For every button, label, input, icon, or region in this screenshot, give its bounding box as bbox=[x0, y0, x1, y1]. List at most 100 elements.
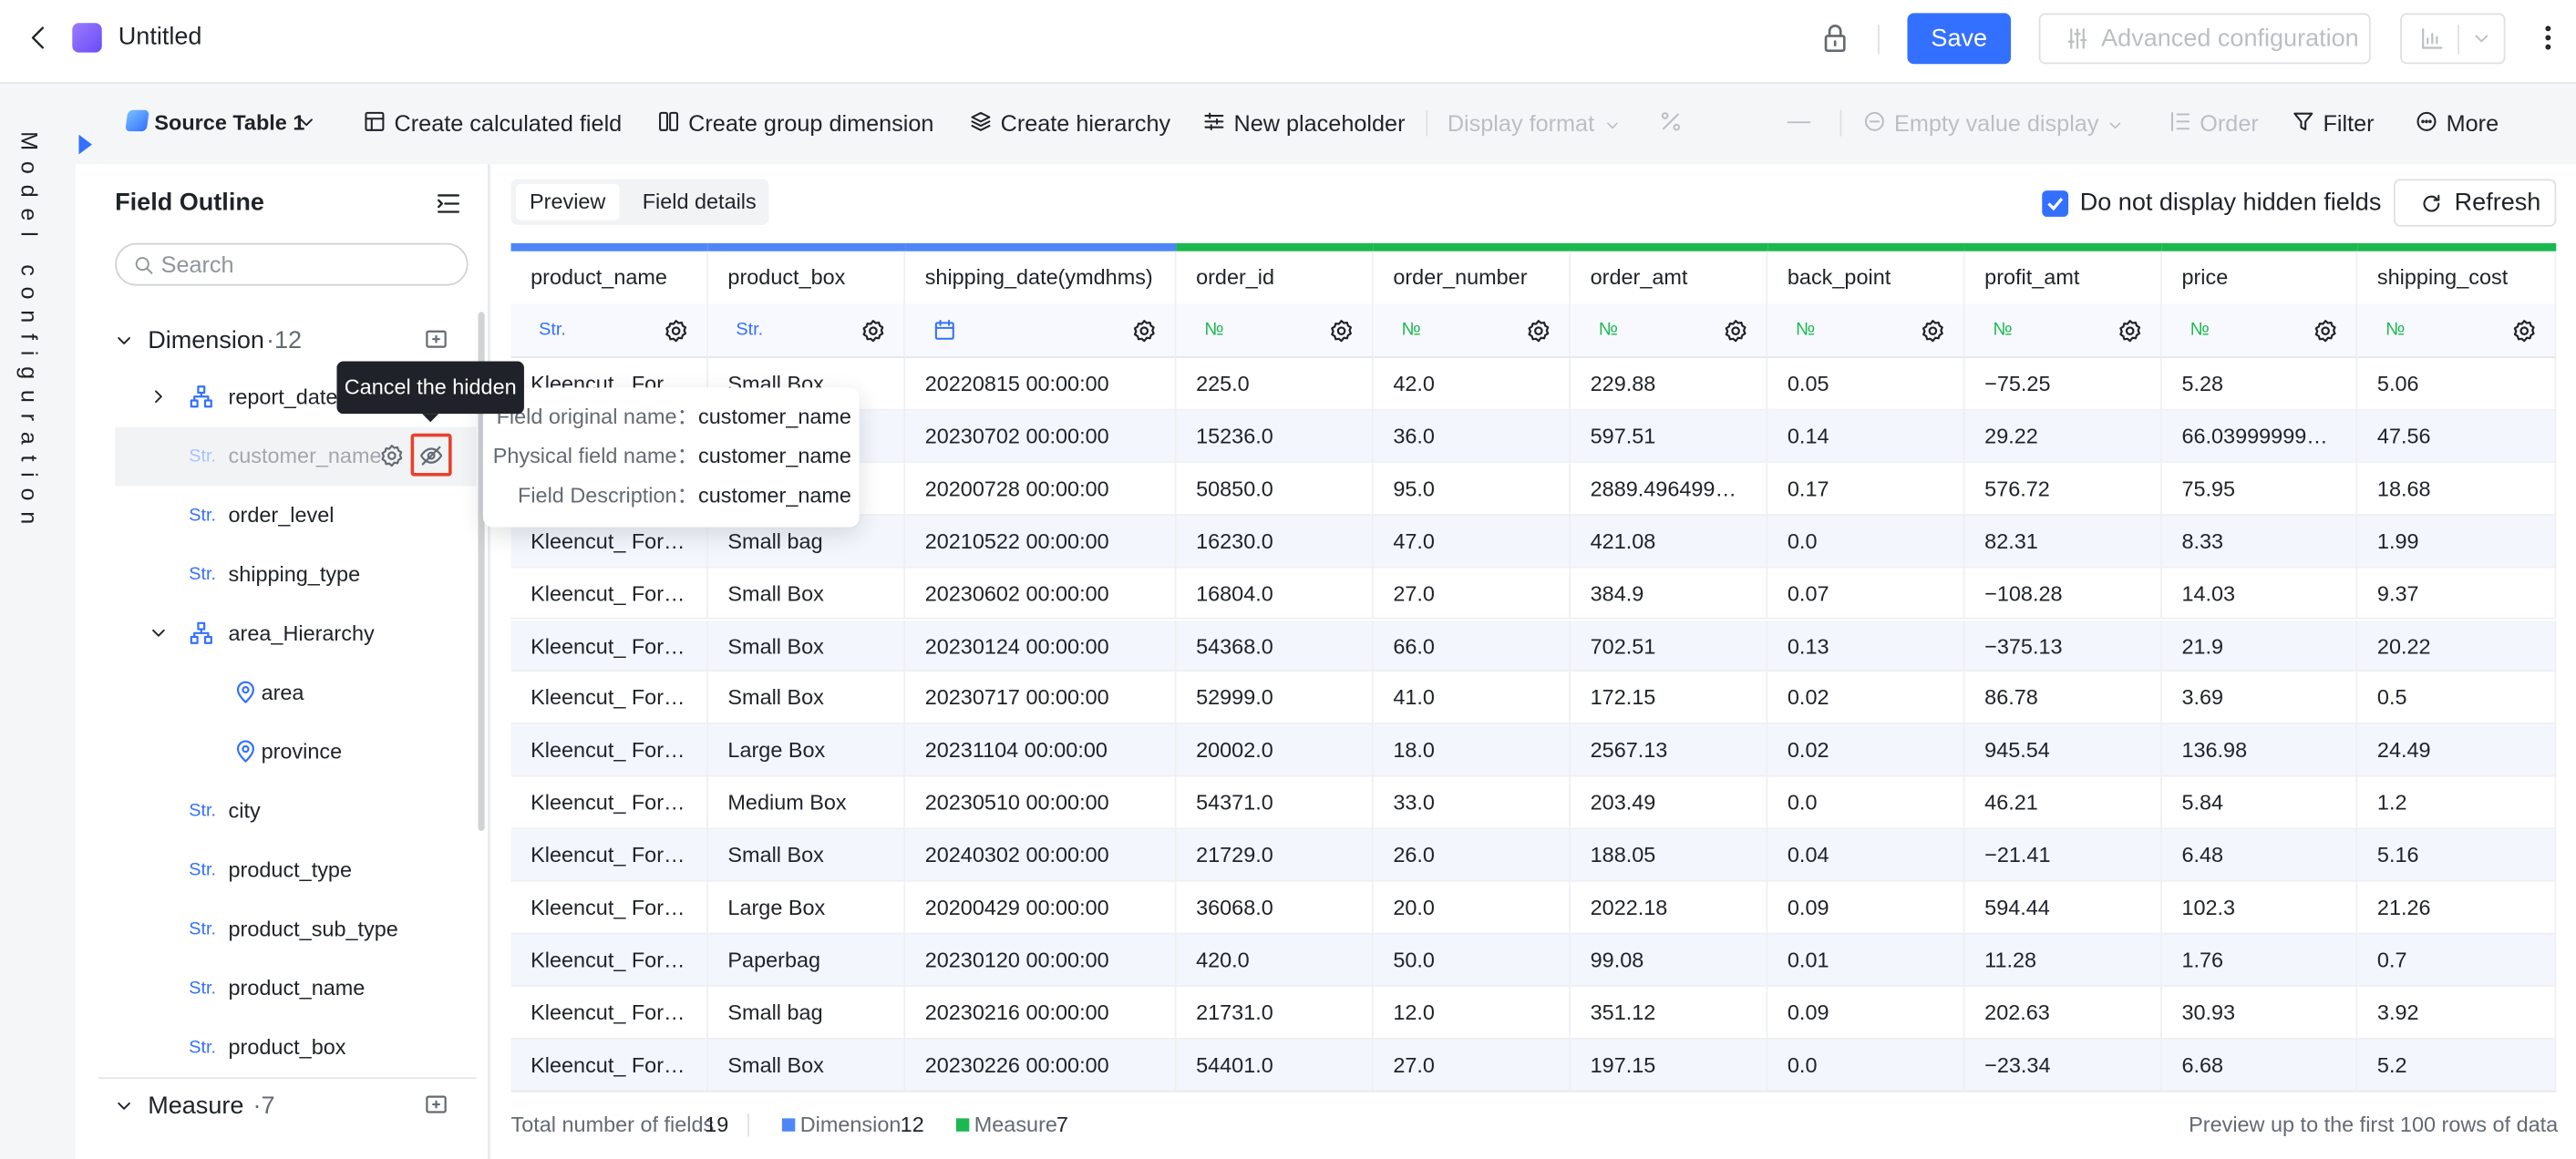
toolbar-button[interactable]: New placeholder bbox=[1234, 108, 1406, 138]
toolbar-icon[interactable] bbox=[363, 110, 386, 133]
table-cell: 203.49 bbox=[1571, 777, 1767, 829]
back-button[interactable] bbox=[26, 25, 53, 51]
toolbar-button[interactable]: Display format bbox=[1448, 108, 1594, 138]
chevron[interactable] bbox=[113, 330, 134, 351]
toolbar-icon[interactable] bbox=[2169, 110, 2191, 133]
column-header: order_amt bbox=[1571, 251, 1767, 304]
column-type-tag: № bbox=[1599, 319, 1618, 342]
toolbar-icon[interactable] bbox=[2292, 110, 2314, 133]
field-item[interactable]: area bbox=[115, 663, 477, 723]
table-cell: Kleencut_ Forg... bbox=[511, 934, 708, 986]
table-cell: 0.02 bbox=[1767, 724, 1964, 776]
field-item[interactable]: Str.product_type bbox=[115, 841, 477, 900]
column-settings-button[interactable] bbox=[664, 319, 688, 344]
column-bar bbox=[2162, 243, 2357, 251]
column-settings-button[interactable] bbox=[1526, 319, 1551, 344]
table-cell: 20220815 00:00:00 bbox=[905, 358, 1176, 410]
toolbar-icon[interactable] bbox=[657, 110, 680, 133]
table-cell: 66.0399999999... bbox=[2162, 410, 2357, 462]
table-cell: 420.0 bbox=[1176, 934, 1373, 986]
toolbar-button[interactable]: Order bbox=[2200, 108, 2259, 138]
field-item[interactable]: Str.shipping_type bbox=[115, 545, 477, 604]
column-settings-button[interactable] bbox=[2117, 319, 2142, 344]
toolbar-icon[interactable] bbox=[1659, 110, 1682, 133]
table-cell: 1.2 bbox=[2357, 777, 2556, 829]
field-item[interactable]: area_Hierarchy bbox=[115, 604, 477, 663]
field-item[interactable]: Str.customer_name bbox=[115, 427, 477, 487]
side-tab-arrow[interactable] bbox=[79, 135, 92, 155]
table-cell: 86.78 bbox=[1965, 672, 2162, 724]
column-bar bbox=[2357, 243, 2556, 251]
checkbox[interactable] bbox=[2042, 190, 2068, 217]
info-label: Field Description： bbox=[518, 483, 698, 509]
toolbar-button[interactable]: Create group dimension bbox=[688, 108, 933, 138]
column-bar bbox=[708, 243, 905, 251]
data-table: Kleencut_ Forg...Small Box20220815 00:00… bbox=[511, 243, 2557, 1092]
field-item[interactable]: Str.order_level bbox=[115, 486, 477, 545]
table-cell: Large Box bbox=[708, 882, 905, 934]
add-button[interactable] bbox=[424, 327, 448, 352]
toolbar-button[interactable]: Empty value display bbox=[1894, 108, 2098, 138]
table-cell: 24.49 bbox=[2357, 724, 2556, 776]
table-cell: Kleencut_ Forg... bbox=[511, 777, 708, 829]
column-settings-button[interactable] bbox=[1132, 319, 1157, 344]
source-table-select[interactable]: Source Table 1 bbox=[154, 110, 304, 137]
field-item[interactable]: Str.product_sub_type bbox=[115, 900, 477, 959]
chevron[interactable] bbox=[113, 1095, 134, 1116]
field-item[interactable]: Str.city bbox=[115, 782, 477, 841]
toolbar-button[interactable]: More bbox=[2447, 108, 2499, 138]
tab-active[interactable]: Preview bbox=[516, 184, 620, 221]
table-cell: 2889.49649999... bbox=[1571, 463, 1767, 515]
toolbar-icon[interactable] bbox=[2415, 110, 2437, 133]
field-item[interactable]: Str.product_name bbox=[115, 959, 477, 1019]
field-name: product_sub_type bbox=[229, 917, 398, 943]
field-item[interactable]: Str.product_box bbox=[115, 1018, 477, 1077]
column-settings-button[interactable] bbox=[860, 319, 885, 344]
column-settings-button[interactable] bbox=[1329, 319, 1354, 344]
field-type-tag: Str. bbox=[189, 859, 216, 882]
settings-button[interactable] bbox=[379, 444, 404, 468]
refresh-button[interactable]: Refresh bbox=[2394, 179, 2556, 226]
toolbar-icon[interactable] bbox=[1863, 110, 1886, 133]
toolbar-icon[interactable] bbox=[969, 110, 992, 133]
table-cell: Kleencut_ Forg... bbox=[511, 724, 708, 776]
column-type-cell: № bbox=[1571, 303, 1767, 357]
table-cell: 20.0 bbox=[1374, 882, 1571, 934]
add-button[interactable] bbox=[424, 1092, 448, 1117]
header: UntitledSaveAdvanced configuration bbox=[0, 0, 2576, 84]
toolbar-button[interactable]: Create calculated field bbox=[395, 108, 623, 138]
field-item[interactable]: province bbox=[115, 723, 477, 782]
toolbar-button[interactable]: Create hierarchy bbox=[1001, 108, 1171, 138]
chart-type-button[interactable] bbox=[2400, 13, 2505, 64]
column-header: shipping_date(ymdhms) bbox=[905, 251, 1176, 304]
expand-toggle[interactable] bbox=[148, 622, 169, 643]
toolbar-icon[interactable] bbox=[1202, 110, 1225, 133]
table-cell: 0.05 bbox=[1767, 358, 1964, 410]
save-button[interactable]: Save bbox=[1907, 13, 2011, 64]
table-cell: 21.26 bbox=[2357, 882, 2556, 934]
side-tab-label[interactable]: Model configuration bbox=[16, 131, 43, 535]
tab[interactable]: Field details bbox=[643, 184, 757, 221]
table-cell: Small Box bbox=[708, 620, 905, 672]
advanced-config-button[interactable]: Advanced configuration bbox=[2039, 13, 2371, 64]
lock-icon[interactable] bbox=[1820, 23, 1850, 52]
footer-count: 19 bbox=[705, 1107, 728, 1144]
column-settings-button[interactable] bbox=[1724, 319, 1748, 344]
column-settings-button[interactable] bbox=[2512, 319, 2537, 344]
collapse-button[interactable] bbox=[436, 190, 462, 217]
search-input[interactable]: Search bbox=[115, 243, 468, 286]
table-cell: Paperbag bbox=[708, 934, 905, 986]
expand-toggle[interactable] bbox=[148, 386, 169, 407]
column-settings-button[interactable] bbox=[1921, 319, 1945, 344]
column-settings-button[interactable] bbox=[2313, 319, 2338, 344]
table-cell: 20200429 00:00:00 bbox=[905, 882, 1176, 934]
table-cell: 136.98 bbox=[2162, 724, 2357, 776]
toolbar-button[interactable]: Filter bbox=[2323, 108, 2374, 138]
unhide-button[interactable] bbox=[419, 444, 444, 468]
more-menu[interactable] bbox=[2533, 21, 2562, 54]
table-cell: 0.7 bbox=[2357, 934, 2556, 986]
field-name: product_name bbox=[229, 976, 366, 1002]
column-bar bbox=[1571, 243, 1767, 251]
table-cell: Large Box bbox=[708, 724, 905, 776]
footer-note: Preview up to the first 100 rows of data bbox=[2189, 1107, 2558, 1144]
